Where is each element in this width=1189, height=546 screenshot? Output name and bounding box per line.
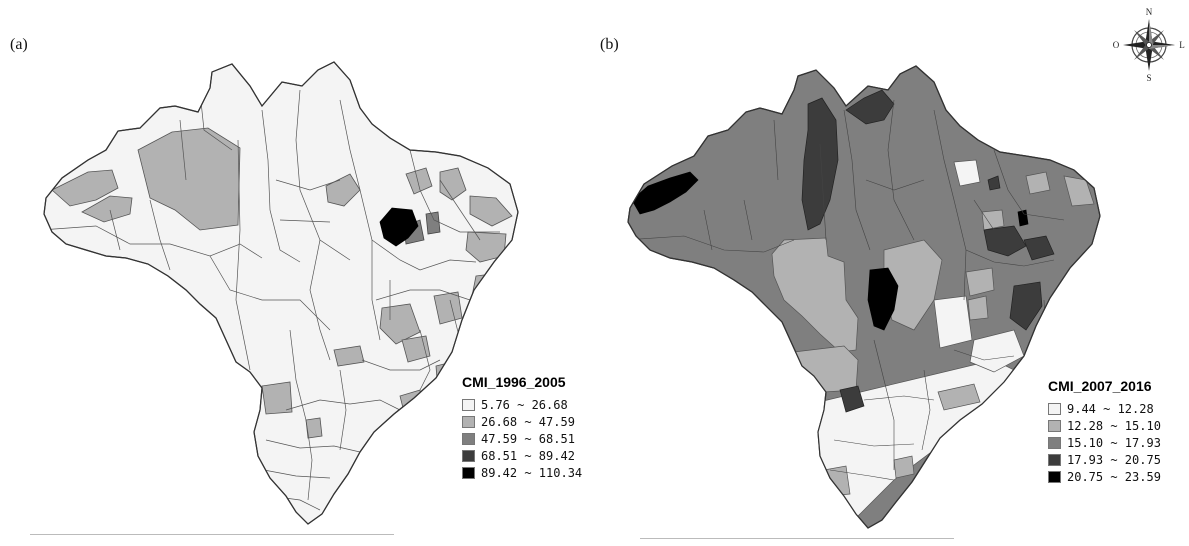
region-roraima-b [801,97,839,231]
legend-item: 26.68 ~ 47.59 [462,413,582,430]
region-sao-paulo-a [305,417,323,439]
legend-swatch [1048,402,1061,415]
region-rs-b [743,499,855,528]
legend-a: CMI_1996_2005 5.76 ~ 26.68 26.68 ~ 47.59… [462,374,582,481]
legend-swatch [1048,419,1061,432]
region-piaui-b [981,209,1005,231]
compass-east: L [1179,40,1185,50]
region-boundaries-a [44,89,500,511]
region-mt-black-b [867,267,899,331]
region-ms-b [793,345,859,393]
legend-range: 68.51 ~ 89.42 [481,448,575,463]
region-tocantins-b [965,267,995,297]
legend-swatch [1048,453,1061,466]
legend-range: 12.28 ~ 15.10 [1067,418,1161,433]
region-maranhao-a [405,167,433,195]
legend-swatch [462,432,475,445]
region-ms-south-b [839,385,865,413]
region-rn-b [1063,175,1095,207]
region-pr-b [823,465,851,497]
region-pe-b [983,225,1027,257]
legend-range: 47.59 ~ 68.51 [481,431,575,446]
region-ceara-b [1025,171,1051,195]
legend-swatch [462,466,475,479]
legend-item: 5.76 ~ 26.68 [462,396,582,413]
legend-swatch [1048,470,1061,483]
region-espirito-santo-a [435,361,453,393]
region-maranhao-b [953,159,981,187]
legend-item: 17.93 ~ 20.75 [1048,451,1161,468]
legend-range: 15.10 ~ 17.93 [1067,435,1161,450]
region-piaui-east-a [425,211,441,235]
map-panel-b: (b) [594,0,1188,546]
region-rio-grande-norte-a [469,195,513,227]
map-panel-a: (a) [0,0,594,546]
legend-range: 20.75 ~ 23.59 [1067,469,1161,484]
region-highest-a [379,207,419,247]
region-pernambuco-a [465,231,507,263]
region-bahia-west-b [967,295,989,321]
legend-item: 68.51 ~ 89.42 [462,447,582,464]
legend-range: 26.68 ~ 47.59 [481,414,575,429]
baseline-b [640,538,954,539]
compass-west: O [1113,40,1120,50]
country-base-a [43,61,519,525]
legend-item: 20.75 ~ 23.59 [1048,468,1161,485]
legend-range: 89.42 ~ 110.34 [481,465,583,480]
compass-rose-icon: N S L O [1113,7,1185,83]
legend-swatch [462,398,475,411]
legend-swatch [462,449,475,462]
compass-north: N [1146,7,1153,17]
region-goias-b [933,295,973,349]
region-mato-grosso-sul-a [261,381,293,415]
region-bahia-b [1009,281,1043,331]
region-amapa-b [845,89,895,125]
legend-item: 15.10 ~ 17.93 [1048,434,1161,451]
region-acre-a [51,169,119,207]
region-amazonas-east-a [137,127,241,231]
legend-item: 9.44 ~ 12.28 [1048,400,1161,417]
legend-range: 9.44 ~ 12.28 [1067,401,1154,416]
legend-title-b: CMI_2007_2016 [1048,378,1152,394]
region-sp-b [937,383,981,411]
region-minas-b [969,329,1025,373]
legend-title-a: CMI_1996_2005 [462,374,566,390]
region-ceara-a [439,167,467,201]
panel-label-a: (a) [10,36,28,53]
legend-swatch [1048,436,1061,449]
region-rj-b [995,383,1021,409]
legend-swatch [462,415,475,428]
region-amazonas-west-a [81,195,133,223]
compass-south: S [1146,73,1151,83]
legend-item: 12.28 ~ 15.10 [1048,417,1161,434]
legend-range: 5.76 ~ 26.68 [481,397,568,412]
region-boundaries-b [628,99,1065,481]
region-pb-b [1023,235,1055,261]
region-acre-b [631,171,699,215]
legend-item: 89.42 ~ 110.34 [462,464,582,481]
brazil-map-a [43,61,519,525]
baseline-a [30,534,394,535]
brazil-map-b [627,65,1101,529]
region-sc-b [893,455,915,479]
region-minas-west-a [333,345,365,367]
legend-item: 47.59 ~ 68.51 [462,430,582,447]
panel-label-b: (b) [600,36,619,53]
legend-range: 17.93 ~ 20.75 [1067,452,1161,467]
region-small-b [987,175,1001,191]
legend-b: CMI_2007_2016 9.44 ~ 12.28 12.28 ~ 15.10… [1048,378,1161,485]
